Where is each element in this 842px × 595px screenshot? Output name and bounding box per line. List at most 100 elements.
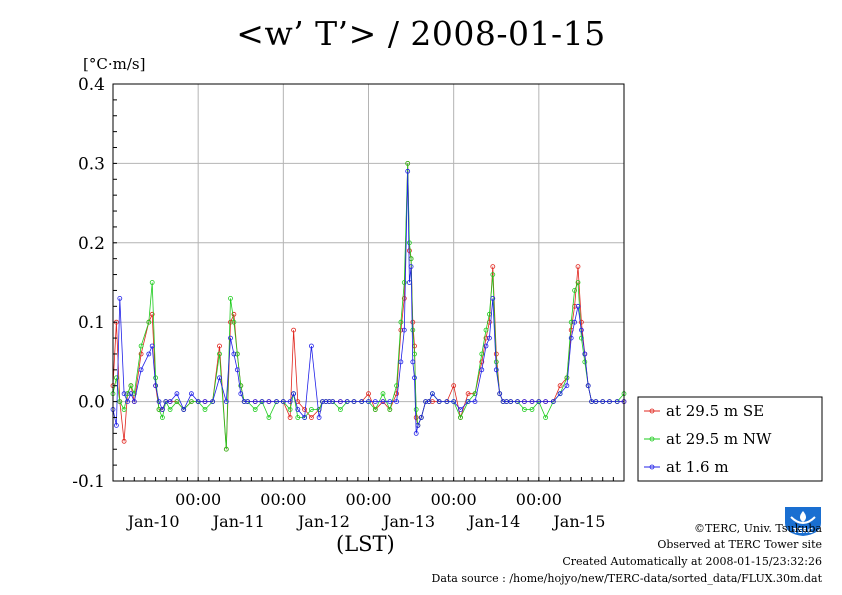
x-day-tick-label: Jan-15 [551, 512, 605, 531]
data-point [490, 295, 496, 301]
data-point [117, 399, 123, 405]
data-point [401, 327, 407, 333]
footer-site: Observed at TERC Tower site [657, 538, 822, 551]
data-point [351, 399, 357, 405]
data-point [394, 399, 400, 405]
data-point [465, 391, 471, 397]
axes: -0.1 0.0 0.1 0.2 0.3 0.4 00:00 00:00 00:00 00:00 0… [72, 75, 625, 531]
data-point [413, 407, 419, 412]
data-point [167, 399, 173, 405]
data-point [490, 272, 496, 278]
data-point [582, 351, 588, 357]
data-point [228, 335, 233, 341]
data-point [231, 319, 237, 325]
data-point [217, 375, 222, 381]
data-point [436, 399, 442, 405]
data-point [188, 399, 194, 405]
data-point [575, 264, 581, 270]
terc-logo: TERC [783, 503, 823, 537]
footer-source: Data source : /home/hojyo/new/TERC-data/… [431, 572, 823, 585]
data-point [493, 367, 499, 373]
data-point [295, 415, 301, 420]
data-point [444, 399, 450, 405]
data-point [128, 391, 134, 397]
data-point [302, 407, 308, 412]
data-point [483, 335, 489, 341]
data-point [125, 391, 130, 397]
data-point [500, 399, 506, 405]
data-point [410, 359, 416, 365]
x-time-tick-label: 00:00 [516, 490, 562, 509]
data-point [366, 399, 371, 405]
data-point [202, 407, 208, 412]
legend-label: at 1.6 m [666, 458, 729, 476]
data-point [372, 399, 378, 405]
data-point [223, 446, 229, 452]
data-point [228, 319, 233, 325]
data-point [413, 415, 419, 420]
data-point [529, 407, 535, 412]
data-point [330, 399, 336, 405]
legend-marker [649, 436, 655, 442]
data-point [323, 399, 329, 405]
data-point [326, 399, 332, 405]
data-point [337, 399, 343, 405]
data-point [568, 319, 574, 325]
data-point [415, 422, 421, 428]
data-point [121, 391, 127, 397]
data-point [418, 415, 424, 420]
data-point [426, 399, 432, 405]
data-point [266, 415, 272, 420]
footer-copyright: ©TERC, Univ. Tsukuba [693, 522, 822, 535]
grid-lines [113, 83, 624, 482]
data-point [405, 168, 411, 174]
data-point [408, 264, 414, 270]
y-tick-label: 0.1 [78, 313, 105, 333]
legend-label: at 29.5 m SE [666, 402, 764, 420]
data-point [316, 415, 322, 420]
data-point [366, 391, 371, 397]
data-point [138, 367, 144, 373]
x-day-tick-label: Jan-10 [126, 512, 180, 531]
data-point [359, 399, 365, 405]
data-point [472, 399, 478, 405]
data-point [231, 351, 237, 357]
data-point [217, 351, 222, 357]
data-point [536, 399, 542, 405]
data-series [110, 160, 627, 452]
data-point [522, 407, 527, 412]
data-point [380, 391, 386, 397]
data-point [308, 343, 314, 349]
data-point [280, 399, 286, 405]
data-point [153, 383, 159, 389]
data-point [149, 311, 155, 317]
data-point [344, 399, 350, 405]
y-tick-label: 0.2 [78, 234, 105, 254]
data-point [582, 359, 588, 365]
data-point [252, 407, 258, 412]
data-point [412, 375, 417, 381]
data-point [287, 407, 293, 412]
data-point [238, 391, 244, 397]
data-point [380, 399, 386, 405]
data-point [121, 438, 127, 444]
y-tick-label: 0.3 [78, 154, 105, 174]
legend: at 29.5 m SE at 29.5 m NW at 1.6 m [637, 396, 823, 482]
data-point [228, 295, 233, 301]
data-point [146, 351, 152, 357]
data-point [234, 351, 240, 357]
data-point [575, 303, 581, 309]
data-point [429, 399, 435, 405]
data-point [483, 327, 489, 333]
data-point [117, 295, 123, 301]
logo-text: TERC [793, 527, 813, 535]
data-point [579, 335, 584, 341]
data-point [614, 399, 620, 405]
data-point [387, 399, 393, 405]
data-point [217, 343, 222, 349]
data-point [607, 399, 612, 405]
legend-label: at 29.5 m NW [666, 430, 772, 448]
y-tick-label: -0.1 [72, 472, 105, 492]
data-point [529, 399, 535, 405]
